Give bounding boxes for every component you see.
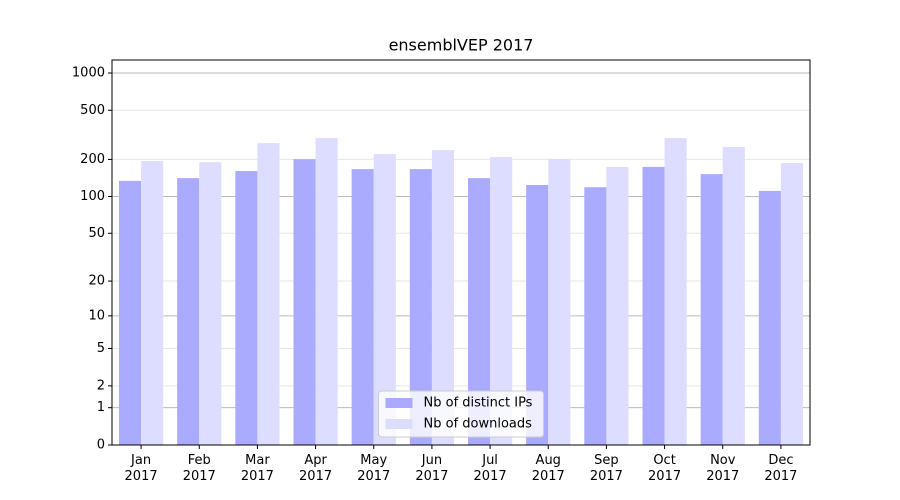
legend-box bbox=[378, 390, 544, 438]
bar bbox=[177, 178, 200, 446]
x-tick-label: Oct 2017 bbox=[648, 453, 682, 484]
bar bbox=[235, 171, 258, 445]
legend-label: Nb of downloads bbox=[424, 417, 533, 432]
chart-title: ensemblVEP 2017 bbox=[389, 36, 534, 55]
bar bbox=[141, 161, 164, 445]
bar bbox=[315, 138, 338, 445]
bar bbox=[548, 159, 571, 445]
y-tick-label: 50 bbox=[88, 226, 105, 241]
x-tick-label: Jul 2017 bbox=[473, 453, 507, 484]
y-tick-label: 1000 bbox=[72, 65, 105, 80]
bar bbox=[642, 166, 665, 446]
legend-label: Nb of distinct IPs bbox=[424, 396, 533, 411]
x-tick-label: Jun 2017 bbox=[415, 453, 449, 484]
bar bbox=[431, 150, 455, 445]
bar bbox=[467, 178, 491, 446]
x-tick-label: Jan 2017 bbox=[124, 453, 158, 484]
bar bbox=[584, 187, 607, 445]
y-tick-label: 10 bbox=[88, 308, 105, 323]
y-tick-label: 2 bbox=[97, 378, 105, 393]
bar bbox=[606, 166, 629, 446]
bar bbox=[700, 174, 723, 445]
bar bbox=[118, 180, 142, 445]
legend: Nb of distinct IPs Nb of downloads bbox=[378, 390, 544, 438]
y-tick-label: 20 bbox=[88, 274, 105, 289]
y-tick-label: 0 bbox=[97, 438, 105, 453]
x-tick-label: Feb 2017 bbox=[182, 453, 216, 484]
legend-swatch bbox=[385, 419, 413, 429]
bar bbox=[780, 163, 804, 445]
legend-swatch bbox=[385, 398, 413, 408]
x-tick-label: Sep 2017 bbox=[589, 453, 623, 484]
bar bbox=[722, 147, 745, 445]
y-tick-label: 1 bbox=[97, 400, 105, 415]
y-tick-label: 100 bbox=[80, 189, 105, 204]
x-tick-label: Dec 2017 bbox=[764, 453, 798, 484]
bar bbox=[664, 138, 687, 445]
y-tick-label: 5 bbox=[97, 341, 105, 356]
bar bbox=[409, 169, 432, 445]
x-tick-label: Nov 2017 bbox=[706, 453, 740, 484]
bar bbox=[293, 159, 316, 445]
x-tick-label: May 2017 bbox=[357, 453, 391, 484]
bar bbox=[351, 169, 374, 445]
bar bbox=[490, 157, 513, 445]
x-tick-label: Mar 2017 bbox=[240, 453, 274, 484]
y-tick-label: 200 bbox=[80, 152, 105, 167]
bar bbox=[526, 185, 549, 445]
plot-frame bbox=[111, 59, 811, 446]
bar bbox=[257, 143, 280, 445]
y-tick-label: 500 bbox=[80, 103, 105, 118]
x-tick-label: Apr 2017 bbox=[299, 453, 333, 484]
bar bbox=[758, 190, 781, 445]
bar bbox=[373, 154, 396, 445]
x-tick-label: Aug 2017 bbox=[531, 453, 565, 484]
bar bbox=[199, 162, 222, 445]
